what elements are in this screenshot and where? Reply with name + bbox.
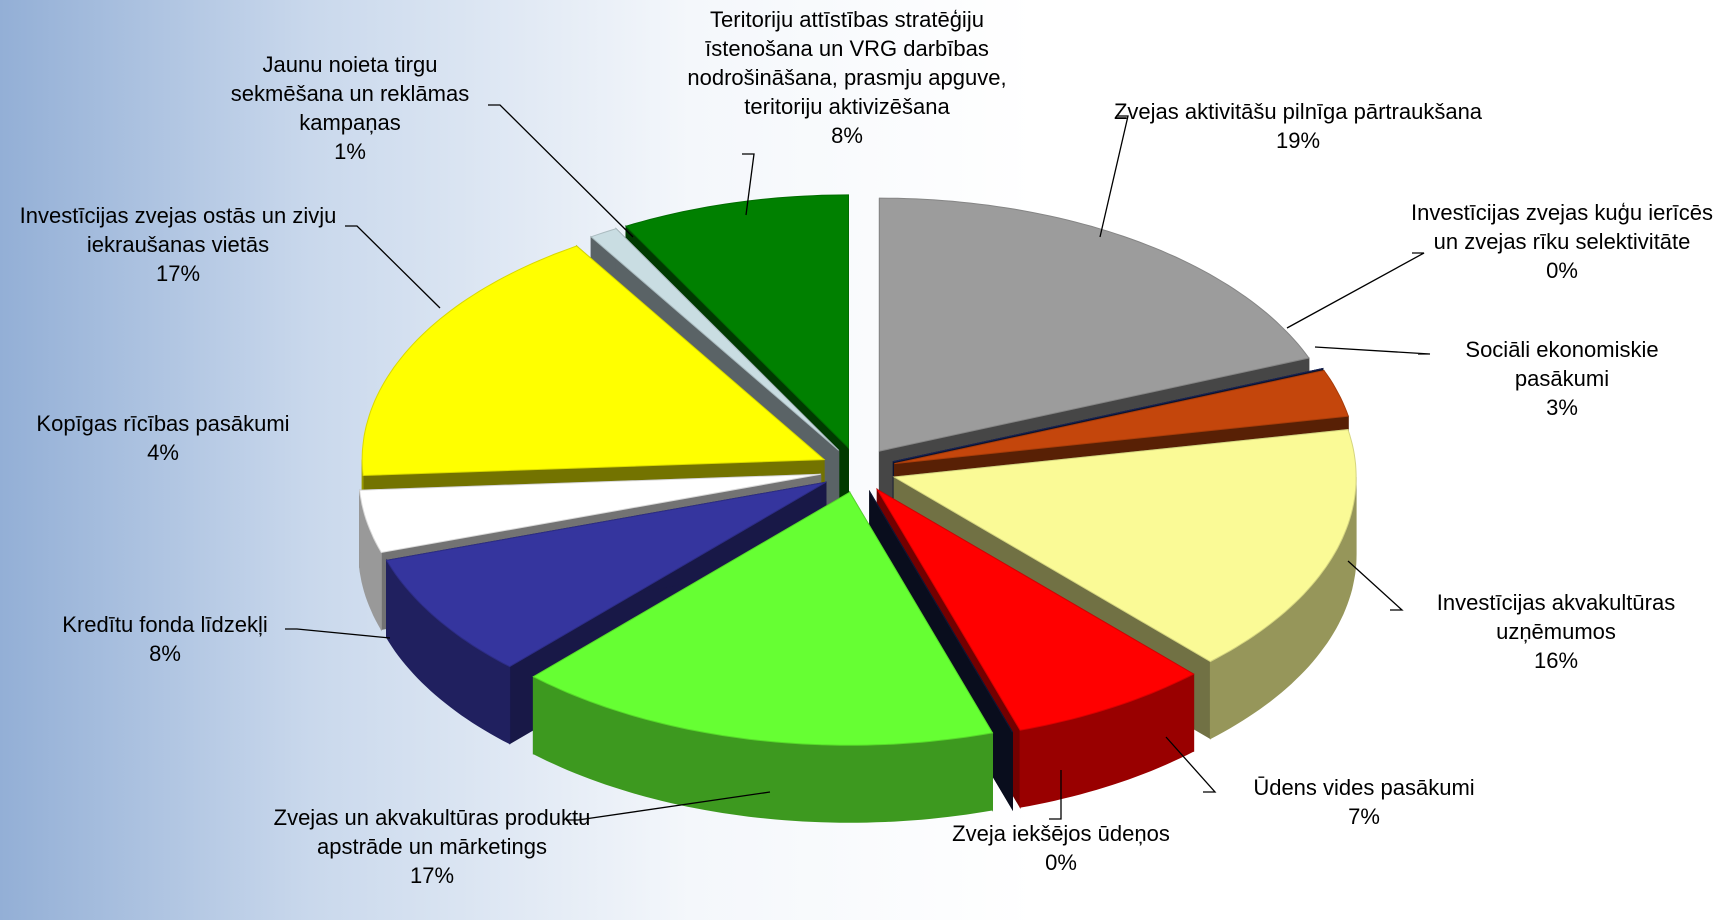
- slice: [361, 245, 826, 477]
- value-label: 19%: [1275, 128, 1321, 153]
- value-label: 17%: [409, 863, 455, 888]
- category-label: Jaunu noieta tirgu sekmēšana un reklāmas…: [230, 52, 470, 135]
- data-label: Sociāli ekonomiskie pasākumi 3%: [1419, 335, 1705, 422]
- value-label: 3%: [1546, 395, 1578, 420]
- value-label: 17%: [155, 261, 201, 286]
- data-label: Zveja iekšējos ūdeņos 0%: [896, 819, 1226, 877]
- leader-line: [345, 225, 441, 309]
- slice: [892, 429, 1357, 663]
- slice: [869, 491, 1013, 733]
- slice: [878, 197, 1310, 452]
- category-label: Investīcijas zvejas kuģu ierīcēs un zvej…: [1410, 200, 1714, 254]
- category-label: Investīcijas zvejas ostās un zivju iekra…: [19, 203, 337, 257]
- slice: [359, 473, 821, 554]
- value-label: 0%: [1546, 258, 1578, 283]
- slice: [875, 488, 1195, 731]
- category-label: Teritoriju attīstības stratēģiju īstenoš…: [687, 7, 1007, 119]
- leader-line: [1165, 736, 1217, 793]
- value-label: 4%: [147, 440, 179, 465]
- data-label: Investīcijas zvejas ostās un zivju iekra…: [0, 201, 360, 288]
- leader-line: [1286, 252, 1425, 329]
- value-label: 16%: [1533, 648, 1579, 673]
- slice: [590, 228, 840, 451]
- leader-line: [1099, 115, 1129, 238]
- category-label: Zveja iekšējos ūdeņos: [952, 821, 1170, 846]
- category-label: Ūdens vides pasākumi: [1253, 775, 1475, 800]
- data-label: Zvejas un akvakultūras produktu apstrāde…: [267, 803, 597, 890]
- value-label: 8%: [149, 641, 181, 666]
- data-label: Teritoriju attīstības stratēģiju īstenoš…: [671, 5, 1023, 150]
- value-label: 8%: [831, 123, 863, 148]
- slice: [385, 481, 827, 668]
- data-label: Kredītu fonda līdzekļi 8%: [22, 610, 308, 668]
- data-label: Kopīgas rīcības pasākumi 4%: [0, 409, 328, 467]
- category-label: Investīcijas akvakultūras uzņēmumos: [1436, 590, 1676, 644]
- category-label: Kredītu fonda līdzekļi: [62, 612, 268, 637]
- leader-line: [285, 628, 391, 639]
- slice: [893, 368, 1324, 463]
- category-label: Zvejas un akvakultūras produktu apstrāde…: [273, 805, 591, 859]
- data-label: Jaunu noieta tirgu sekmēšana un reklāmas…: [207, 50, 493, 166]
- leader-line: [1049, 770, 1062, 820]
- data-label: Ūdens vides pasākumi 7%: [1210, 773, 1518, 831]
- leader-line: [1314, 346, 1431, 355]
- slice: [625, 194, 849, 450]
- value-label: 1%: [334, 139, 366, 164]
- leader-line: [488, 104, 634, 238]
- slice: [894, 369, 1349, 465]
- value-label: 0%: [1045, 850, 1077, 875]
- data-label: Investīcijas akvakultūras uzņēmumos 16%: [1391, 588, 1721, 675]
- leader-line: [742, 153, 755, 216]
- data-label: Investīcijas zvejas kuģu ierīcēs un zvej…: [1402, 198, 1722, 285]
- data-label: Zvejas aktivitāšu pilnīga pārtraukšana 19…: [1111, 97, 1485, 155]
- value-label: 7%: [1348, 804, 1380, 829]
- category-label: Sociāli ekonomiskie pasākumi: [1465, 337, 1659, 391]
- slice: [532, 491, 994, 746]
- category-label: Kopīgas rīcības pasākumi: [36, 411, 290, 436]
- leader-line: [1347, 560, 1404, 611]
- category-label: Zvejas aktivitāšu pilnīga pārtraukšana: [1113, 99, 1483, 124]
- leader-line: [566, 791, 771, 821]
